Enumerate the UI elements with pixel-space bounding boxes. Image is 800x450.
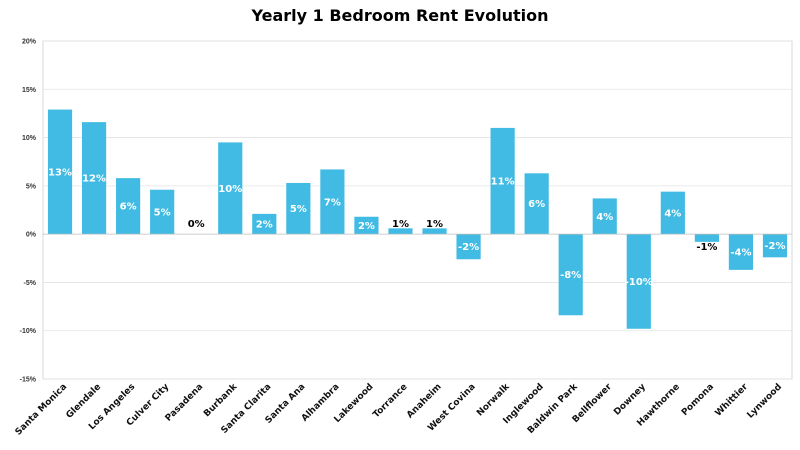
x-category-label: Downey [612,382,648,418]
chart-title: Yearly 1 Bedroom Rent Evolution [251,6,549,25]
y-tick-label: -15% [20,377,37,384]
y-tick-label: -10% [20,328,37,335]
bar [47,109,73,235]
y-tick-label: 15% [22,87,37,94]
bar [150,189,175,235]
bar [762,234,788,258]
data-label: -2% [764,241,785,252]
x-category-label: Santa Monica [14,382,70,438]
x-category-label: Pomona [680,382,716,418]
data-label: 12% [82,174,106,185]
data-label: 1% [392,219,409,230]
bar [286,182,311,235]
y-tick-label: 20% [22,39,37,46]
data-label: 7% [324,197,341,208]
bar [694,234,719,242]
bar [252,213,277,235]
data-label: 10% [218,184,242,195]
x-category-label: Lynwood [746,382,785,421]
bar [524,173,549,235]
y-tick-label: 5% [26,183,37,190]
bar [660,191,685,235]
y-axis-tick-labels: -15% -10% -5% 0% 5% 10% 15% 20% [20,39,37,384]
bars [47,109,788,329]
bar [354,216,379,235]
data-label: 5% [290,204,307,215]
data-label: -1% [696,242,717,253]
data-label: 13% [48,167,72,178]
data-label: -8% [560,270,581,281]
data-label: -4% [730,248,751,259]
data-label: 1% [426,219,443,230]
bar [626,234,651,329]
bar [490,127,515,235]
data-label: 6% [528,199,545,210]
data-label: -10% [625,277,653,288]
data-label: 5% [154,207,171,218]
data-label: 4% [664,208,681,219]
bar [422,228,447,235]
data-label: 11% [491,177,515,188]
data-label: 4% [596,212,613,223]
data-label: 2% [256,220,273,231]
bar [388,228,413,235]
bar [320,169,345,235]
bar [728,234,754,270]
bar [81,122,107,235]
bar [592,198,617,235]
data-label: 2% [358,221,375,232]
x-category-label: Torrance [371,382,409,420]
y-tick-label: 0% [26,232,37,239]
bar [116,178,141,235]
data-label: 0% [188,219,205,230]
bar [456,234,481,260]
bar [218,142,243,235]
data-labels: 13% 12% 6% 5% 0% 10% 2% 5% 7% 2% 1% 1% -2% 11% 6% -8% 4%… [48,167,785,288]
gridlines [43,40,792,380]
bar [558,234,583,316]
data-label: -2% [458,242,479,253]
y-tick-label: -5% [24,280,37,287]
y-tick-label: 10% [22,135,37,142]
data-label: 6% [120,202,137,213]
